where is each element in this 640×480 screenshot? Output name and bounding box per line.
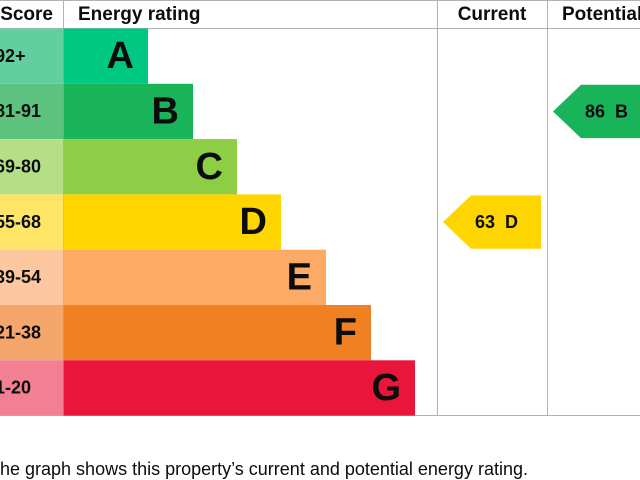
band-letter: A	[107, 35, 134, 77]
score-label: 39-54	[0, 267, 41, 287]
score-header: Score	[0, 4, 53, 25]
band-bar	[63, 83, 193, 140]
band-bar	[63, 28, 148, 84]
potential-band: B	[615, 101, 628, 121]
score-cell	[0, 28, 63, 84]
potential-label: 86 B	[585, 101, 628, 121]
score-cell	[0, 360, 63, 416]
band-letter: D	[240, 201, 267, 243]
score-label: 92+	[0, 46, 26, 66]
rating-header: Energy rating	[78, 4, 200, 25]
band-bar	[63, 360, 415, 416]
current-score: 63	[475, 212, 495, 232]
caption: The graph shows this property’s current …	[0, 459, 528, 479]
score-label: 1-20	[0, 378, 31, 398]
band-letter: G	[371, 367, 401, 409]
band-bar	[63, 305, 371, 361]
potential-score: 86	[585, 101, 605, 121]
potential-header: Potential	[562, 4, 640, 25]
score-label: 81-91	[0, 101, 41, 121]
current-arrow	[443, 195, 541, 249]
band-bar	[63, 249, 326, 305]
band-letter: B	[152, 90, 179, 132]
band-letter: E	[287, 256, 312, 298]
current-label: 63 D	[475, 212, 518, 232]
potential-arrow	[553, 84, 640, 139]
band-bar	[63, 139, 237, 195]
score-cell	[0, 139, 63, 195]
score-label: 21-38	[0, 322, 41, 342]
band-letter: C	[196, 146, 223, 188]
score-cell	[0, 249, 63, 305]
score-cell	[0, 194, 63, 250]
score-cell	[0, 305, 63, 361]
current-header: Current	[458, 4, 527, 25]
band-letter: F	[334, 312, 357, 354]
score-cell	[0, 83, 63, 140]
band-bar	[63, 194, 281, 250]
current-band: D	[505, 212, 518, 232]
score-label: 69-80	[0, 157, 41, 177]
score-label: 55-68	[0, 212, 41, 232]
